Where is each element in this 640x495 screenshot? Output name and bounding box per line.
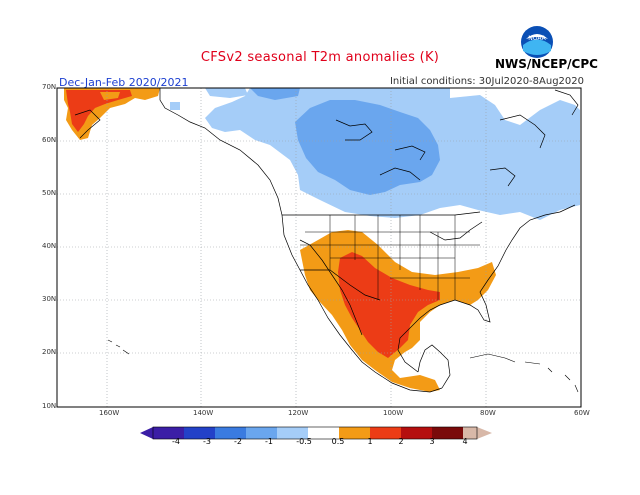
lon-label: 160W <box>99 409 120 417</box>
lon-label: 120W <box>288 409 309 417</box>
colorbar-label: -4 <box>172 437 180 446</box>
lat-label: 30N <box>42 295 57 303</box>
colorbar-bin <box>153 427 184 439</box>
colorbar-label: 1 <box>367 437 373 446</box>
colorbar-bin <box>432 427 463 439</box>
graticule <box>57 88 581 407</box>
state-borders <box>300 215 480 300</box>
colorbar-bin <box>370 427 401 439</box>
lat-label: 20N <box>42 348 57 356</box>
colorbar-low-arrow <box>140 427 153 439</box>
southern-warm-region <box>300 230 496 392</box>
colorbar-bin <box>401 427 432 439</box>
noaa-logo-icon: NOAA <box>521 26 553 58</box>
alaska-warm-region <box>64 88 160 140</box>
hawaii-islands <box>107 339 130 355</box>
colorbar-high-arrow <box>477 427 492 439</box>
map-border <box>56 87 582 408</box>
colorbar-bin <box>308 427 339 439</box>
colorbar <box>140 426 492 440</box>
colorbar-bin <box>277 427 308 439</box>
lon-label: 100W <box>383 409 404 417</box>
lon-label: 140W <box>193 409 214 417</box>
colorbar-bin <box>246 427 277 439</box>
colorbar-label: 4 <box>462 437 468 446</box>
colorbar-label: -0.5 <box>296 437 312 446</box>
lat-label: 60N <box>42 136 57 144</box>
colorbar-label: -1 <box>265 437 273 446</box>
caribbean-islands <box>469 353 579 393</box>
coastlines <box>74 88 579 393</box>
agency-label: NWS/NCEP/CPC <box>495 57 598 71</box>
logo-text: NOAA <box>528 35 546 42</box>
hudson-bay-cold-region <box>250 88 440 195</box>
colorbar-bin <box>184 427 215 439</box>
colorbar-label: -2 <box>234 437 242 446</box>
lat-label: 10N <box>42 402 57 410</box>
colorbar-label: 3 <box>429 437 435 446</box>
colorbar-bin <box>339 427 370 439</box>
colorbar-bin <box>463 427 477 439</box>
forecast-period: Dec-Jan-Feb 2020/2021 <box>59 76 189 89</box>
lon-label: 80W <box>480 409 496 417</box>
lat-label: 70N <box>42 83 57 91</box>
lon-label: 60W <box>574 409 590 417</box>
colorbar-label: -3 <box>203 437 211 446</box>
lat-label: 40N <box>42 242 57 250</box>
colorbar-label: 2 <box>398 437 404 446</box>
colorbar-label: 0.5 <box>331 437 345 446</box>
map-title: CFSv2 seasonal T2m anomalies (K) <box>200 50 440 65</box>
initial-conditions: Initial conditions: 30Jul2020-8Aug2020 <box>389 76 584 87</box>
lat-label: 50N <box>42 189 57 197</box>
colorbar-bin <box>215 427 246 439</box>
